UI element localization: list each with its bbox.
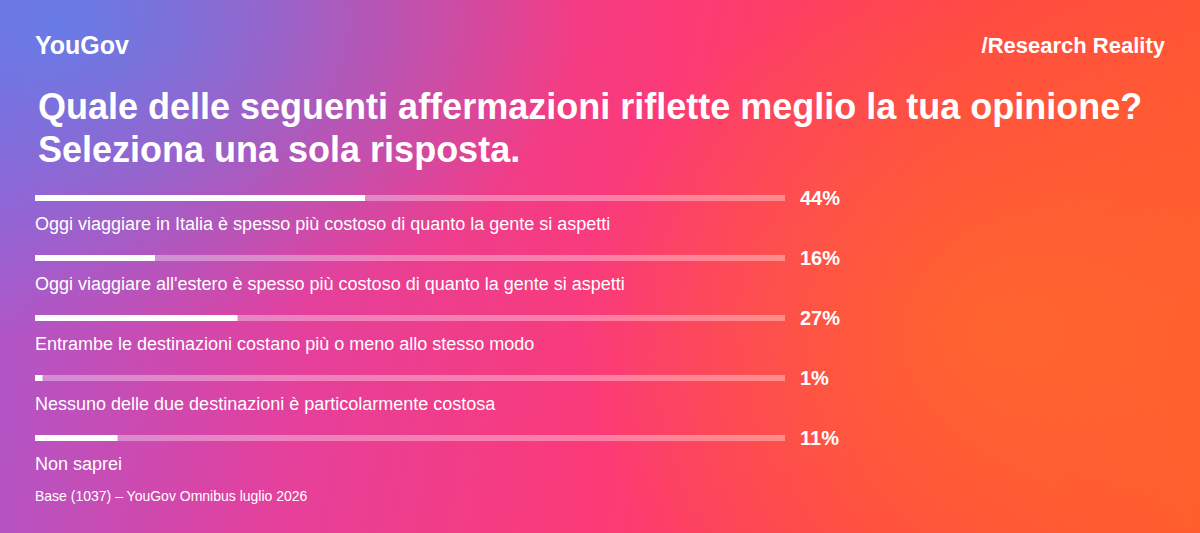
svg-text:27%: 27%: [800, 307, 840, 329]
svg-text:/Research Reality: /Research Reality: [982, 33, 1166, 58]
svg-text:Seleziona una sola risposta.: Seleziona una sola risposta.: [38, 129, 520, 170]
svg-text:Nessuno delle due destinazioni: Nessuno delle due destinazioni è partico…: [35, 394, 496, 414]
svg-text:11%: 11%: [800, 427, 839, 449]
svg-text:Quale delle seguenti affermazi: Quale delle seguenti affermazioni riflet…: [38, 86, 1152, 127]
svg-text:Base (1037) – YouGov Omnibus l: Base (1037) – YouGov Omnibus luglio 2026: [35, 488, 308, 504]
svg-text:Entrambe le destinazioni costa: Entrambe le destinazioni costano più o m…: [35, 334, 534, 354]
svg-text:16%: 16%: [800, 247, 840, 269]
svg-text:1%: 1%: [800, 367, 829, 389]
svg-text:Oggi viaggiare in Italia è spe: Oggi viaggiare in Italia è spesso più co…: [35, 214, 610, 234]
svg-text:Non saprei: Non saprei: [35, 454, 122, 474]
svg-text:Oggi viaggiare all'estero è sp: Oggi viaggiare all'estero è spesso più c…: [35, 274, 625, 294]
svg-text:44%: 44%: [800, 187, 840, 209]
svg-text:YouGov: YouGov: [35, 31, 129, 59]
